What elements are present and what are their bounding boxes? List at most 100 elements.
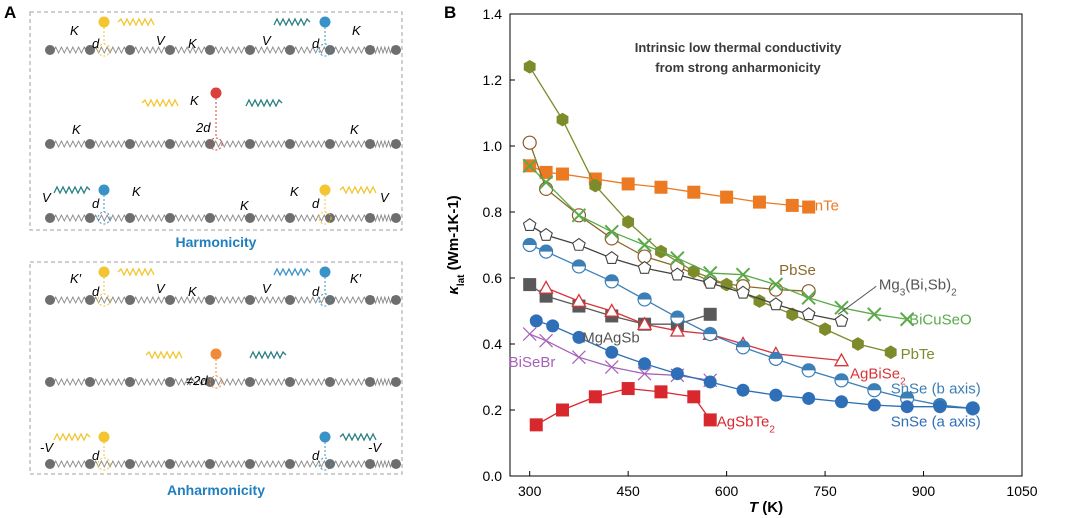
y-axis-label-sub: lat (456, 274, 467, 286)
atom (45, 459, 55, 469)
x-tick-label: 1050 (1006, 483, 1037, 499)
data-point (687, 264, 700, 279)
phonon-wave (273, 267, 311, 277)
data-point (720, 190, 734, 204)
series-agbise2 (538, 280, 850, 367)
data-point (851, 337, 864, 351)
series-label: InTe (811, 197, 839, 214)
data-point (834, 373, 848, 381)
label-d: d (312, 196, 320, 211)
data-point (720, 277, 733, 292)
rest-position (318, 293, 332, 307)
atom (391, 295, 401, 305)
series-label-part: AgBiSe (850, 366, 900, 383)
x-tick-label: 300 (518, 483, 542, 499)
spring (49, 213, 91, 223)
data-point (539, 165, 553, 179)
atom (205, 295, 215, 305)
data-point (785, 198, 799, 212)
data-point (539, 227, 553, 241)
atom (125, 459, 135, 469)
chart-title-line-1: Intrinsic low thermal conductivity (635, 40, 842, 55)
atom (391, 377, 401, 387)
data-point (589, 178, 602, 193)
series-label: BiCuSeO (909, 311, 972, 328)
label-v: V (42, 190, 52, 205)
data-point (572, 330, 586, 344)
spring (329, 139, 371, 149)
data-point (702, 265, 718, 281)
series-label-part: InTe (811, 197, 839, 214)
data-point (834, 300, 849, 315)
x-axis-label-main: T (749, 499, 760, 516)
rest-position (318, 43, 332, 57)
series-label: Mg3(Bi,Sb)2 (879, 277, 957, 299)
data-point (654, 385, 668, 399)
atom (365, 213, 375, 223)
atom (325, 139, 335, 149)
data-point (604, 251, 619, 265)
data-point (703, 413, 717, 427)
data-point (687, 185, 701, 199)
chart-frame (509, 13, 1023, 477)
data-point (802, 200, 816, 214)
data-point (670, 267, 685, 281)
atom (165, 45, 175, 55)
spring (129, 139, 171, 149)
displaced-atom (319, 431, 331, 443)
spring (209, 459, 251, 469)
atom (85, 459, 95, 469)
data-point (556, 112, 569, 127)
series-label: SnSe (a axis) (891, 414, 981, 431)
label-k: K (350, 122, 360, 137)
spring (89, 139, 131, 149)
data-point (539, 333, 554, 348)
data-point (539, 181, 554, 196)
displaced-atom (98, 266, 110, 278)
data-point (753, 294, 766, 308)
series-label-part: 3 (900, 287, 906, 298)
spring (329, 295, 371, 305)
series-label-part: (Bi,Sb) (905, 277, 951, 294)
atom (45, 377, 55, 387)
series-label: PbTe (901, 346, 935, 363)
data-point (571, 350, 586, 365)
panel-a-schematic: A Harmonicity Anharmonicity K d V K V d … (4, 3, 403, 498)
atom (205, 213, 215, 223)
spring (249, 45, 291, 55)
data-point (867, 307, 882, 322)
data-point (621, 382, 635, 396)
atom (245, 45, 255, 55)
chart-title-line-2: from strong anharmonicity (655, 60, 821, 75)
atom (325, 45, 335, 55)
y-tick-label: 0.6 (483, 270, 503, 286)
spring (249, 377, 291, 387)
atom (165, 213, 175, 223)
atom (365, 45, 375, 55)
spring (169, 295, 211, 305)
data-point (636, 316, 653, 331)
data-point (522, 135, 537, 150)
atom (325, 213, 335, 223)
spring (249, 213, 291, 223)
phonon-wave (53, 185, 91, 195)
series-label-part: PbSe (779, 262, 816, 279)
label-d: d (92, 196, 100, 211)
data-point (605, 345, 619, 359)
data-point (546, 319, 560, 333)
data-point (605, 274, 619, 282)
displaced-atom (98, 16, 110, 28)
anharmonicity-title: Anharmonicity (167, 482, 265, 498)
label-neg-v: -V (40, 440, 54, 455)
data-point (966, 401, 980, 415)
data-point (703, 327, 717, 335)
rest-position (209, 375, 223, 389)
data-point (637, 237, 652, 253)
label-neg-v: -V (368, 440, 382, 455)
x-tick-label: 900 (912, 483, 936, 499)
atom (245, 139, 255, 149)
data-point (588, 390, 602, 404)
panel-a-label: A (4, 3, 16, 22)
label-k: K (352, 23, 362, 38)
displaced-atom (319, 266, 331, 278)
